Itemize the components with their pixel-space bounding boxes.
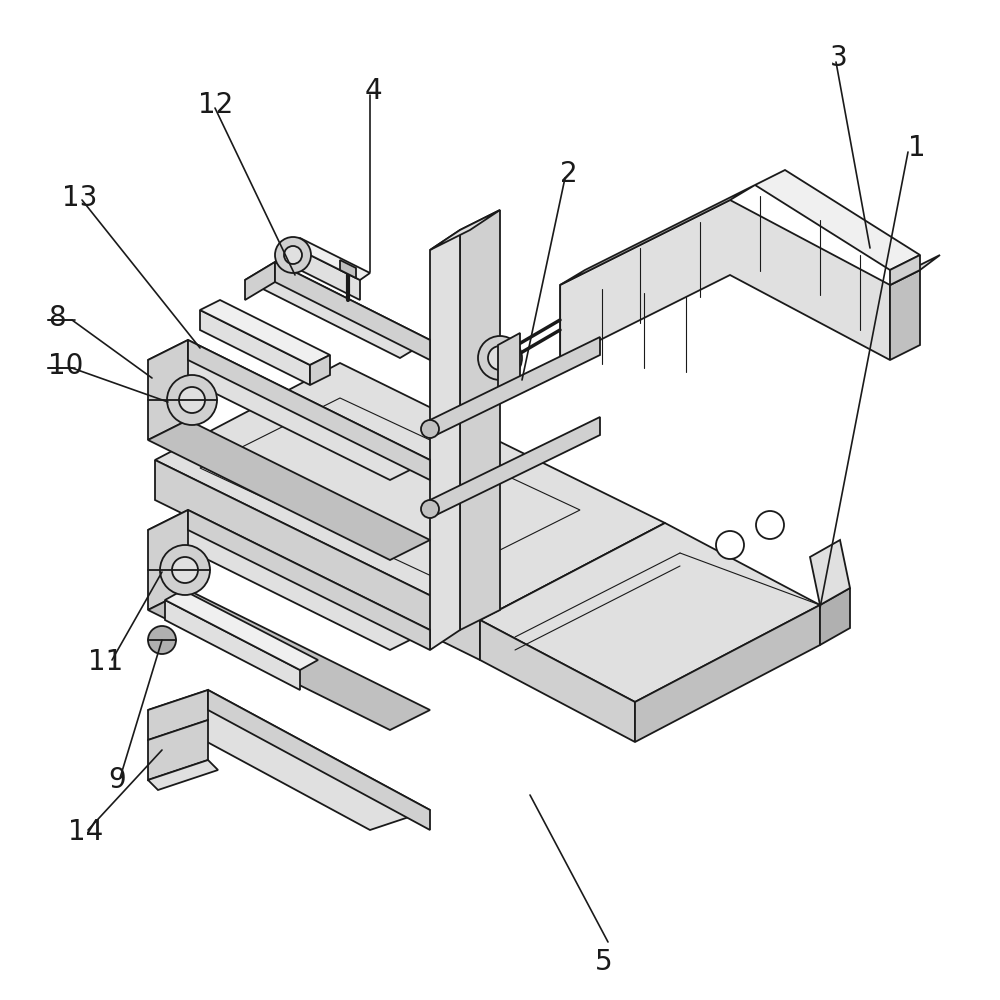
Text: 8: 8 bbox=[48, 304, 66, 332]
Polygon shape bbox=[480, 523, 820, 702]
Polygon shape bbox=[755, 170, 920, 270]
Text: 1: 1 bbox=[908, 134, 926, 162]
Polygon shape bbox=[820, 588, 850, 645]
Circle shape bbox=[716, 531, 744, 559]
Polygon shape bbox=[890, 255, 940, 285]
Text: 13: 13 bbox=[62, 184, 97, 212]
Polygon shape bbox=[245, 262, 430, 358]
Text: 9: 9 bbox=[108, 766, 126, 794]
Polygon shape bbox=[310, 355, 330, 385]
Circle shape bbox=[167, 375, 217, 425]
Polygon shape bbox=[200, 300, 330, 365]
Polygon shape bbox=[290, 245, 360, 300]
Text: 12: 12 bbox=[198, 91, 233, 119]
Polygon shape bbox=[155, 363, 665, 620]
Polygon shape bbox=[430, 230, 460, 650]
Polygon shape bbox=[188, 510, 430, 650]
Polygon shape bbox=[208, 690, 430, 830]
Circle shape bbox=[179, 387, 205, 413]
Polygon shape bbox=[890, 270, 920, 360]
Polygon shape bbox=[340, 260, 356, 278]
Polygon shape bbox=[498, 333, 520, 395]
Circle shape bbox=[421, 420, 439, 438]
Polygon shape bbox=[148, 340, 430, 480]
Polygon shape bbox=[245, 262, 275, 300]
Circle shape bbox=[284, 246, 302, 264]
Circle shape bbox=[478, 336, 522, 380]
Polygon shape bbox=[200, 310, 310, 385]
Polygon shape bbox=[480, 523, 665, 660]
Polygon shape bbox=[148, 510, 430, 650]
Polygon shape bbox=[148, 690, 430, 830]
Polygon shape bbox=[480, 620, 635, 742]
Circle shape bbox=[148, 626, 176, 654]
Polygon shape bbox=[430, 417, 600, 518]
Polygon shape bbox=[560, 185, 755, 285]
Circle shape bbox=[756, 511, 784, 539]
Text: 5: 5 bbox=[595, 948, 613, 976]
Circle shape bbox=[421, 500, 439, 518]
Polygon shape bbox=[810, 540, 850, 605]
Polygon shape bbox=[148, 510, 188, 610]
Circle shape bbox=[172, 557, 198, 583]
Circle shape bbox=[275, 237, 311, 273]
Text: 10: 10 bbox=[48, 352, 83, 380]
Circle shape bbox=[160, 545, 210, 595]
Polygon shape bbox=[635, 605, 820, 742]
Text: 14: 14 bbox=[68, 818, 103, 846]
Polygon shape bbox=[165, 590, 318, 670]
Text: 4: 4 bbox=[365, 77, 383, 105]
Polygon shape bbox=[148, 690, 208, 740]
Polygon shape bbox=[275, 262, 430, 360]
Text: 11: 11 bbox=[88, 648, 123, 676]
Polygon shape bbox=[890, 255, 920, 285]
Polygon shape bbox=[148, 420, 430, 560]
Polygon shape bbox=[155, 460, 480, 660]
Polygon shape bbox=[430, 210, 500, 250]
Polygon shape bbox=[148, 590, 430, 730]
Polygon shape bbox=[430, 337, 600, 438]
Polygon shape bbox=[188, 340, 430, 480]
Polygon shape bbox=[165, 600, 300, 690]
Polygon shape bbox=[290, 238, 370, 280]
Polygon shape bbox=[148, 340, 188, 440]
Circle shape bbox=[488, 346, 512, 370]
Polygon shape bbox=[560, 200, 890, 360]
Polygon shape bbox=[460, 210, 500, 630]
Polygon shape bbox=[148, 760, 218, 790]
Text: 3: 3 bbox=[830, 44, 848, 72]
Text: 2: 2 bbox=[560, 160, 578, 188]
Polygon shape bbox=[148, 720, 208, 780]
